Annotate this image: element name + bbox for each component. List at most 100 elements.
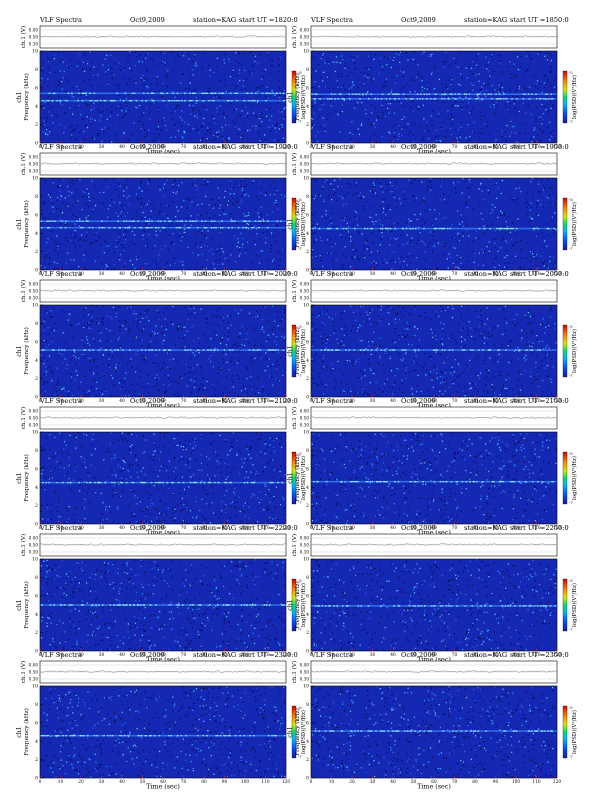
time-tick-label: 70 <box>181 272 187 277</box>
frequency-axis-label: Frequency (kHz) <box>23 200 30 248</box>
time-tick-label: 80 <box>201 653 207 658</box>
spectrogram-band-speckle <box>315 730 553 732</box>
colorbar <box>562 197 568 251</box>
time-tick-label: 20 <box>78 653 84 658</box>
ch1-tick-label: 0.50 <box>29 35 39 40</box>
time-tick-label: 40 <box>390 272 396 277</box>
colorbar <box>291 324 297 378</box>
time-axis-label: Time (sec) <box>417 275 451 283</box>
time-tick-label: 40 <box>390 399 396 404</box>
time-tick-label: 70 <box>452 145 458 150</box>
colorbar-tick-label: -7 <box>569 754 573 759</box>
ch1-trace <box>39 670 287 673</box>
time-tick-label: 10 <box>329 780 335 785</box>
time-tick-label: 20 <box>78 145 84 150</box>
time-tick-label: 100 <box>512 780 520 785</box>
freq-tick-label: 0 <box>306 522 309 528</box>
spectra-panel: VLF Spectra Oct9,2009 station=KAG start UT … <box>16 270 307 410</box>
frequency-axis-label: Frequency (kHz) <box>23 454 30 502</box>
freq-tick-label: 4 <box>306 104 309 110</box>
spectrogram-noise <box>40 51 285 142</box>
time-tick-label: 110 <box>261 780 269 785</box>
frequency-axis-label: Frequency (kHz) <box>294 200 301 248</box>
panel-date-label: Oct9,2009 <box>130 397 165 405</box>
freq-tick-label: 0 <box>35 395 38 401</box>
freq-tick-label: 6 <box>35 339 38 345</box>
time-tick-label: 100 <box>241 145 249 150</box>
time-tick-label: 30 <box>99 272 105 277</box>
ch1-tick-label: 0.30 <box>29 423 39 428</box>
time-tick-label: 20 <box>349 653 355 658</box>
freq-tick-label: 0 <box>306 268 309 274</box>
time-tick-label: 90 <box>222 399 228 404</box>
time-tick-label: 80 <box>201 780 207 785</box>
ch1-axis-label: ch1 <box>16 91 23 102</box>
panel-instrument-label: VLF Spectra <box>39 651 82 659</box>
spectrogram-band-speckle <box>41 604 286 606</box>
panel-start-time-label: start UT =1920:0 <box>239 143 298 151</box>
time-tick-label: 120 <box>553 653 561 658</box>
panel-station-label: station=KAG <box>464 397 507 405</box>
ch1-trace <box>310 543 558 546</box>
freq-tick-label: 8 <box>35 194 38 200</box>
time-tick-label: 60 <box>160 272 166 277</box>
panel-station-label: station=KAG <box>193 16 236 24</box>
time-tick-label: 100 <box>512 272 520 277</box>
time-tick-label: 50 <box>411 399 417 404</box>
colorbar-tick-label: -5 <box>298 451 302 456</box>
time-tick-label: 90 <box>222 272 228 277</box>
ch1-tick-label: 0.30 <box>29 550 39 555</box>
spectrogram-background <box>40 178 286 270</box>
freq-tick-label: 10 <box>32 176 38 182</box>
time-tick-label: 60 <box>431 399 437 404</box>
frequency-axis-label: Frequency (kHz) <box>23 708 30 756</box>
time-tick-label: 120 <box>282 653 290 658</box>
colorbar-tick-label: -7 <box>569 627 573 632</box>
time-tick-label: 0 <box>39 399 42 404</box>
freq-tick-label: 8 <box>306 575 309 581</box>
panel-start-time-label: start UT =1950:0 <box>510 143 569 151</box>
ch1-volt-axis-label: ch.1 (V) <box>20 280 27 302</box>
time-tick-label: 60 <box>160 526 166 531</box>
panel-date-label: Oct9,2009 <box>130 16 165 24</box>
panel-station-label: station=KAG <box>193 143 236 151</box>
time-tick-label: 30 <box>99 653 105 658</box>
colorbar <box>562 705 568 759</box>
spectrogram-noise <box>311 305 556 397</box>
time-tick-label: 60 <box>160 653 166 658</box>
freq-tick-label: 10 <box>303 684 309 690</box>
time-tick-label: 0 <box>310 653 313 658</box>
time-tick-label: 110 <box>532 399 540 404</box>
spectrogram-band-speckle <box>48 92 285 94</box>
ch1-tick-label: 0.00 <box>300 409 310 414</box>
time-tick-label: 80 <box>472 399 478 404</box>
time-tick-label: 50 <box>140 780 146 785</box>
time-tick-label: 60 <box>431 526 437 531</box>
time-tick-label: 20 <box>349 526 355 531</box>
time-tick-label: 90 <box>222 526 228 531</box>
time-tick-label: 50 <box>411 780 417 785</box>
time-tick-label: 40 <box>119 653 125 658</box>
panel-start-time-label: start UT =2250:0 <box>510 524 569 532</box>
colorbar-tick-label: -5 <box>569 70 573 75</box>
time-tick-label: 20 <box>78 399 84 404</box>
frequency-axis-label: Frequency (kHz) <box>294 581 301 629</box>
colorbar-label: log(PSD)(V²/Hz) <box>571 329 578 373</box>
colorbar-label: log(PSD)(V²/Hz) <box>571 202 578 246</box>
freq-tick-label: 10 <box>303 557 309 563</box>
spectrogram-band-speckle <box>40 220 282 222</box>
colorbar-tick-label: -5 <box>569 324 573 329</box>
time-tick-label: 70 <box>452 399 458 404</box>
freq-tick-label: 10 <box>303 303 309 309</box>
time-tick-label: 40 <box>119 145 125 150</box>
ch1-tick-label: 0.50 <box>300 162 310 167</box>
colorbar-tick-label: -5 <box>569 197 573 202</box>
time-tick-label: 30 <box>370 399 376 404</box>
time-tick-label: 70 <box>181 145 187 150</box>
colorbar-tick-label: -5 <box>569 451 573 456</box>
spectra-panel: VLF Spectra Oct9,2009 station=KAG start UT … <box>16 143 307 283</box>
panel-station-label: station=KAG <box>193 524 236 532</box>
colorbar-label: log(PSD)(V²/Hz) <box>571 456 578 500</box>
ch1-volt-axis-label: ch.1 (V) <box>291 153 298 175</box>
freq-tick-label: 4 <box>35 358 38 364</box>
